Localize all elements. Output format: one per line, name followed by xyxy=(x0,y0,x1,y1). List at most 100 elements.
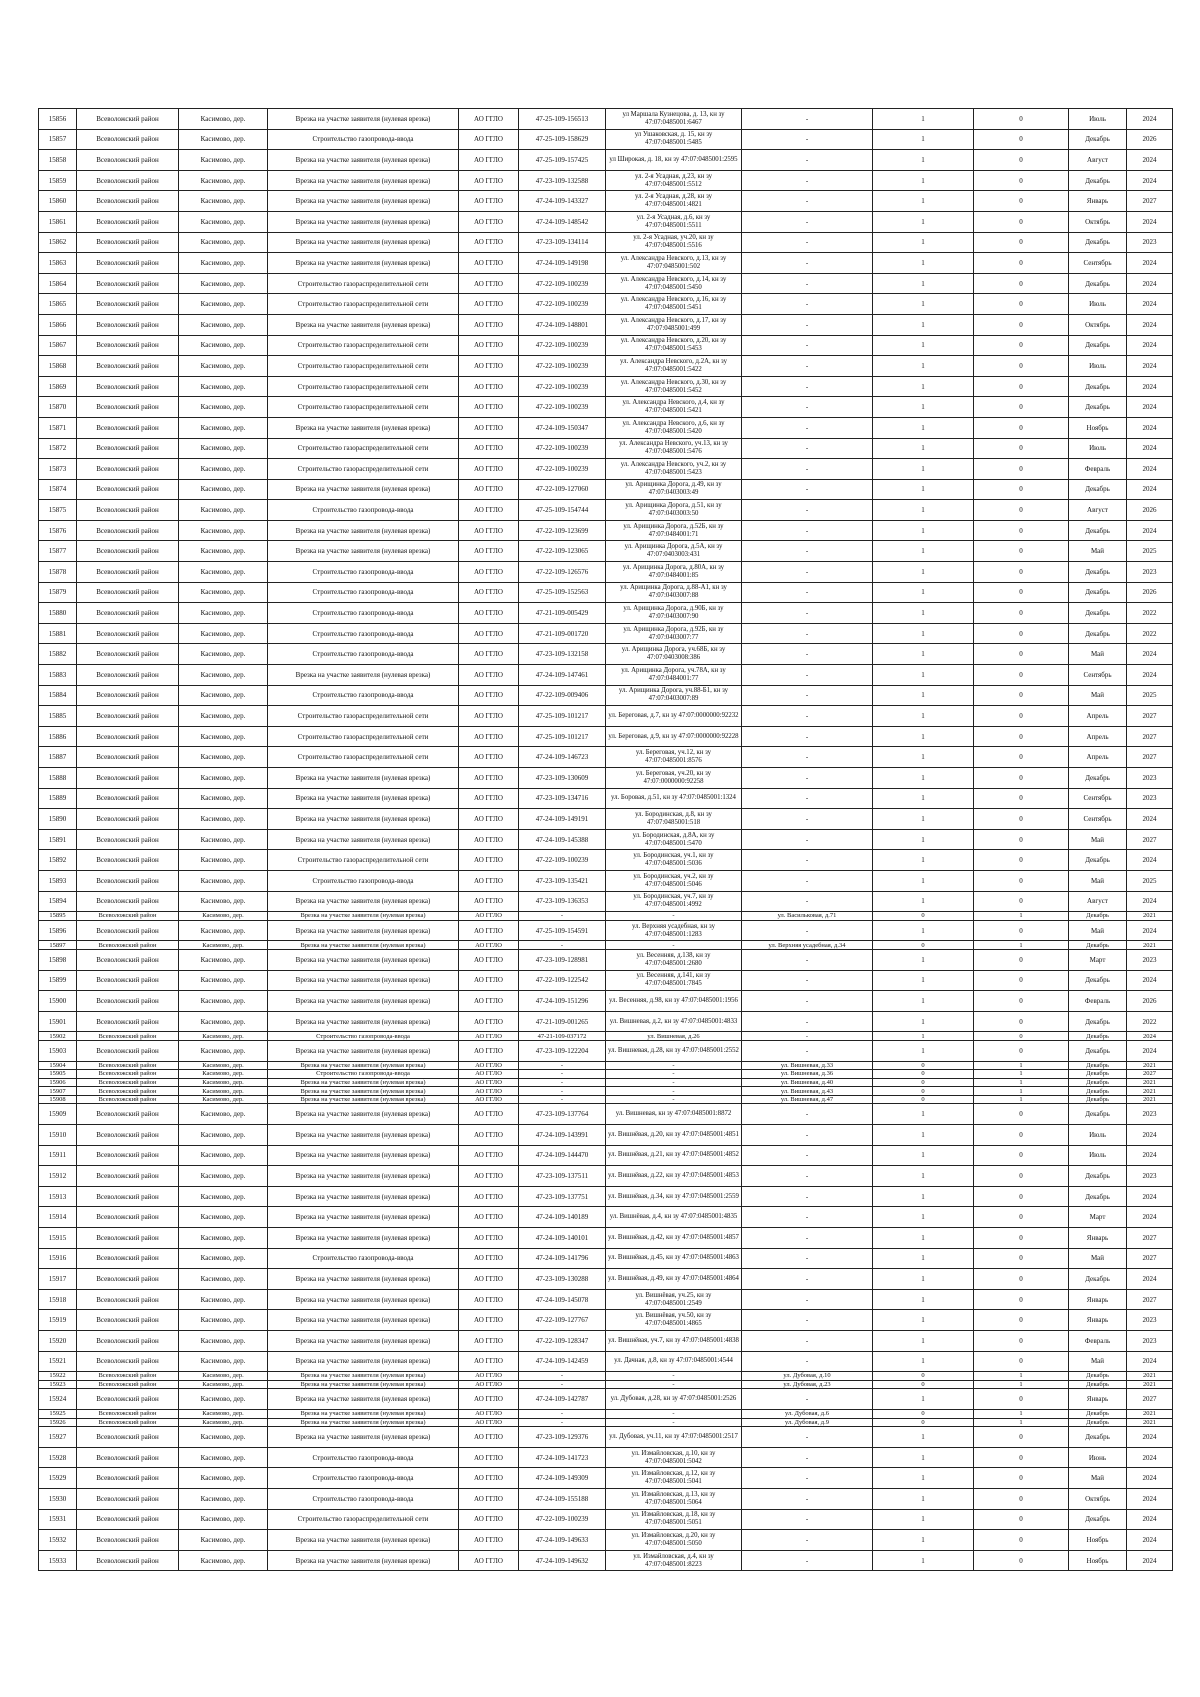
cell-settlement: Касимово, дер. xyxy=(178,334,268,357)
cell-work-type: Строительство газораспределительной сети xyxy=(267,293,459,315)
cell-address-cadastral: ул. Измайловская, д.20, кн зу 47:07:0485… xyxy=(605,1529,742,1551)
cell-district: Всеволожский район xyxy=(76,1124,179,1146)
cell-organization: АО ГГЛО xyxy=(458,1206,519,1229)
cell-permit-number: 47-24-109-155188 xyxy=(518,1487,606,1510)
cell-district: Всеволожский район xyxy=(76,540,179,563)
cell-year: 2026 xyxy=(1126,499,1173,521)
cell-organization: АО ГГЛО xyxy=(458,1268,519,1290)
table-row: 15882 Всеволожский район Касимово, дер. Стр… xyxy=(38,643,1173,666)
cell-settlement: Касимово, дер. xyxy=(178,1077,268,1088)
cell-address: ул. Вишневая, д.43 xyxy=(741,1086,873,1096)
cell-year: 2024 xyxy=(1126,1446,1173,1469)
cell-year: 2024 xyxy=(1126,396,1173,418)
cell-address-cadastral: ул. Вишнёвая, д.49, кн зу 47:07:0485001:… xyxy=(605,1268,742,1290)
cell-flag-b: 0 xyxy=(973,767,1069,789)
cell-address: - xyxy=(741,252,873,274)
cell-organization: АО ГГЛО xyxy=(458,808,519,830)
cell-row-number: 15891 xyxy=(38,828,77,851)
table-row: 15927 Всеволожский район Касимово, дер. Вре… xyxy=(38,1426,1173,1448)
cell-work-type: Врезка на участке заявителя (нулевая вре… xyxy=(267,519,459,542)
cell-month: Май xyxy=(1068,919,1127,942)
cell-district: Всеволожский район xyxy=(76,643,179,666)
cell-address: - xyxy=(741,869,873,892)
cell-district: Всеволожский район xyxy=(76,478,179,501)
cell-month: Декабрь xyxy=(1068,1268,1127,1290)
cell-flag-b: 1 xyxy=(973,1060,1069,1071)
cell-district: Всеволожский район xyxy=(76,458,179,480)
cell-settlement: Касимово, дер. xyxy=(178,1247,268,1270)
cell-organization: АО ГГЛО xyxy=(458,108,519,130)
cell-district: Всеволожский район xyxy=(76,948,179,971)
cell-settlement: Касимово, дер. xyxy=(178,210,268,233)
cell-address: - xyxy=(741,375,873,398)
cell-district: Всеволожский район xyxy=(76,1408,179,1419)
cell-month: Декабрь xyxy=(1068,1039,1127,1062)
cell-organization: АО ГГЛО xyxy=(458,231,519,254)
table-row: 15866 Всеволожский район Касимово, дер. Вре… xyxy=(38,313,1173,336)
cell-permit-number: 47-23-109-130288 xyxy=(518,1268,606,1290)
table-row: 15931 Всеволожский район Касимово, дер. Стр… xyxy=(38,1508,1173,1531)
cell-settlement: Касимово, дер. xyxy=(178,1350,268,1373)
cell-flag-a: 1 xyxy=(872,808,974,830)
table-row: 15915 Всеволожский район Касимово, дер. Вре… xyxy=(38,1227,1173,1249)
cell-year: 2022 xyxy=(1126,622,1173,645)
cell-year: 2027 xyxy=(1126,1288,1173,1311)
cell-flag-a: 0 xyxy=(872,1094,974,1105)
cell-row-number: 15866 xyxy=(38,313,77,336)
cell-permit-number: 47-22-109-100239 xyxy=(518,437,606,460)
cell-organization: АО ГГЛО xyxy=(458,643,519,666)
cell-settlement: Касимово, дер. xyxy=(178,990,268,1012)
cell-flag-b: 0 xyxy=(973,540,1069,563)
cell-flag-b: 0 xyxy=(973,684,1069,707)
cell-flag-a: 0 xyxy=(872,1060,974,1071)
table-row: 15869 Всеволожский район Касимово, дер. Стр… xyxy=(38,375,1173,398)
cell-address: - xyxy=(741,210,873,233)
cell-permit-number: 47-23-109-130609 xyxy=(518,767,606,789)
cell-address-cadastral: ул. Вишнёвая, д.20, кн зу 47:07:0485001:… xyxy=(605,1124,742,1146)
cell-organization: АО ГГЛО xyxy=(458,767,519,789)
cell-row-number: 15932 xyxy=(38,1529,77,1551)
cell-flag-b: 0 xyxy=(973,1039,1069,1062)
cell-settlement: Касимово, дер. xyxy=(178,705,268,727)
cell-settlement: Касимово, дер. xyxy=(178,1268,268,1290)
cell-flag-b: 1 xyxy=(973,1077,1069,1088)
cell-flag-b: 0 xyxy=(973,869,1069,892)
cell-address-cadastral: ул. Вишнёвая, д.22, кн зу 47:07:0485001:… xyxy=(605,1165,742,1187)
cell-flag-b: 0 xyxy=(973,969,1069,992)
cell-permit-number: 47-23-109-137511 xyxy=(518,1165,606,1187)
cell-permit-number: 47-23-109-136353 xyxy=(518,890,606,913)
cell-address-cadastral: ул. Александра Невского, д.30, кн зу 47:… xyxy=(605,375,742,398)
cell-organization: АО ГГЛО xyxy=(458,499,519,521)
cell-settlement: Касимово, дер. xyxy=(178,540,268,563)
cell-address: ул. Дубовая, д.9 xyxy=(741,1417,873,1428)
cell-flag-a: 0 xyxy=(872,940,974,950)
cell-year: 2023 xyxy=(1126,1165,1173,1187)
cell-settlement: Касимово, дер. xyxy=(178,1309,268,1331)
table-row: 15870 Всеволожский район Касимово, дер. Стр… xyxy=(38,396,1173,418)
cell-district: Всеволожский район xyxy=(76,890,179,913)
cell-row-number: 15928 xyxy=(38,1446,77,1469)
cell-flag-b: 0 xyxy=(973,561,1069,583)
cell-permit-number: 47-24-109-150347 xyxy=(518,416,606,439)
cell-flag-b: 0 xyxy=(973,787,1069,810)
cell-month: Январь xyxy=(1068,1309,1127,1331)
cell-month: Июль xyxy=(1068,437,1127,460)
cell-work-type: Врезка на участке заявителя (нулевая вре… xyxy=(267,1144,459,1167)
cell-month: Июнь xyxy=(1068,1446,1127,1469)
cell-month: Январь xyxy=(1068,1288,1127,1311)
cell-flag-b: 0 xyxy=(973,1010,1069,1033)
cell-organization: АО ГГЛО xyxy=(458,1185,519,1208)
cell-year: 2021 xyxy=(1126,1077,1173,1088)
cell-year: 2021 xyxy=(1126,940,1173,950)
cell-organization: АО ГГЛО xyxy=(458,272,519,295)
cell-address-cadastral: ул. Александра Невского, д.16, кн зу 47:… xyxy=(605,293,742,315)
cell-flag-a: 1 xyxy=(872,293,974,315)
cell-month: Май xyxy=(1068,1350,1127,1373)
cell-organization: АО ГГЛО xyxy=(458,169,519,192)
cell-address-cadastral: ул. Александра Невского, д.20, кн зу 47:… xyxy=(605,334,742,357)
cell-flag-b: 0 xyxy=(973,849,1069,871)
cell-address-cadastral: ул. Бородинская, уч.7, кн зу 47:07:04850… xyxy=(605,890,742,913)
cell-flag-b: 0 xyxy=(973,252,1069,274)
cell-work-type: Врезка на участке заявителя (нулевая вре… xyxy=(267,1103,459,1126)
cell-work-type: Строительство газораспределительной сети xyxy=(267,437,459,460)
